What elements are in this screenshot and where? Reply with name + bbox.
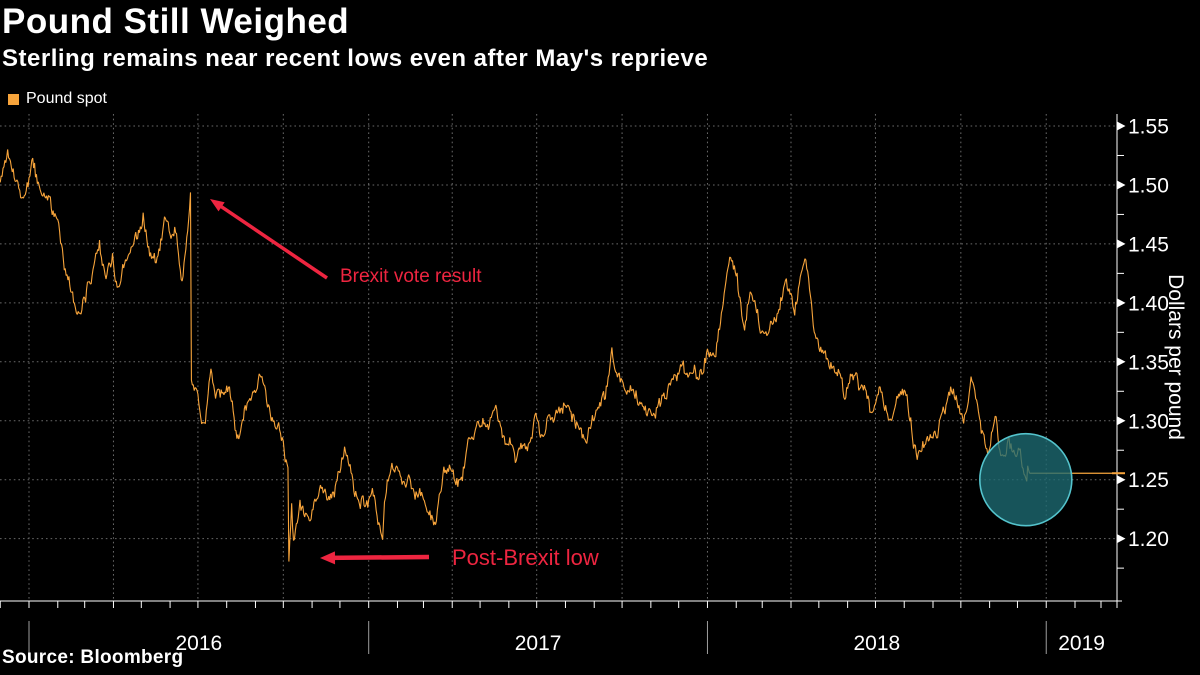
- y-tick-label: 1.35: [1128, 351, 1169, 374]
- y-tick-major: [1117, 534, 1126, 544]
- annotation-arrow-shaft: [328, 554, 430, 561]
- y-tick-label: 1.45: [1128, 233, 1169, 256]
- y-tick-label: 1.25: [1128, 469, 1169, 492]
- y-tick-major: [1117, 121, 1126, 131]
- annotation-arrow-head: [320, 551, 336, 565]
- y-tick-label: 1.30: [1128, 410, 1169, 433]
- x-year-label: 2016: [175, 632, 222, 655]
- legend-swatch-icon: [8, 93, 19, 105]
- chart-title: Pound Still Weighed: [2, 2, 350, 41]
- y-axis-title: Dollars per pound: [1164, 274, 1187, 440]
- annotation-label: Brexit vote result: [340, 266, 482, 287]
- x-year-label: 2019: [1058, 632, 1105, 655]
- annotation-arrow-head: [210, 199, 225, 212]
- y-tick-label: 1.40: [1128, 292, 1169, 315]
- annotation-label: Post-Brexit low: [452, 545, 599, 570]
- y-tick-label: 1.55: [1128, 116, 1169, 139]
- highlight-circle: [979, 432, 1073, 527]
- chart-subtitle: Sterling remains near recent lows even a…: [2, 45, 709, 72]
- y-tick-major: [1117, 298, 1126, 308]
- price-line: [0, 149, 1031, 562]
- y-tick-major: [1117, 416, 1126, 426]
- y-tick-label: 1.50: [1128, 174, 1169, 197]
- y-tick-major: [1117, 475, 1126, 485]
- annotation-arrow-shaft: [215, 202, 328, 280]
- y-tick-major: [1117, 180, 1126, 190]
- x-year-label: 2017: [515, 632, 562, 655]
- y-tick-major: [1117, 357, 1126, 367]
- y-tick-label: 1.20: [1128, 528, 1169, 551]
- legend: Pound spot: [8, 90, 107, 108]
- y-tick-major: [1117, 239, 1126, 249]
- legend-label: Pound spot: [26, 90, 107, 107]
- x-year-label: 2018: [853, 632, 900, 655]
- source-credit: Source: Bloomberg: [2, 647, 184, 668]
